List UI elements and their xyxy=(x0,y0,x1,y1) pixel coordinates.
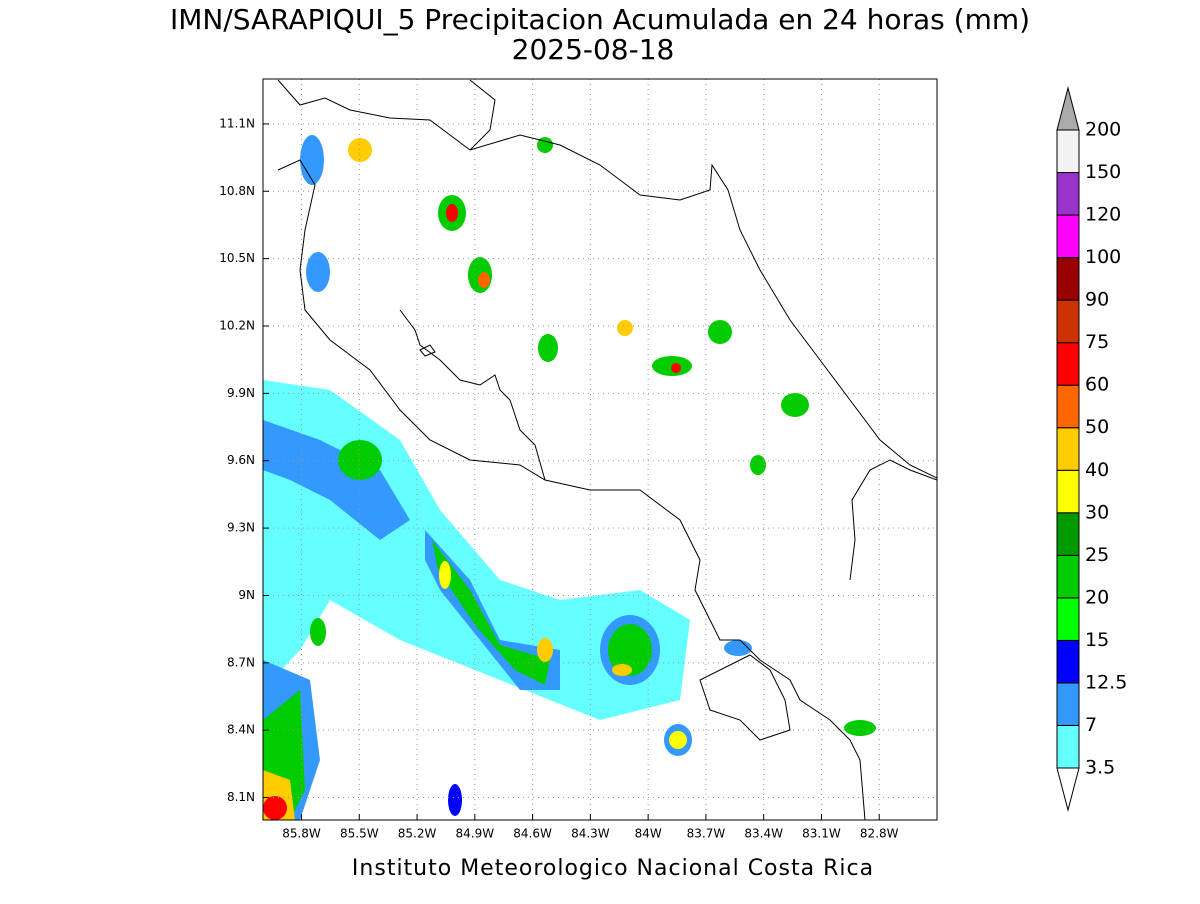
rain-cell xyxy=(338,440,382,480)
colorbar-box xyxy=(1056,257,1080,301)
island xyxy=(419,344,436,357)
colorbar-label: 25 xyxy=(1085,544,1109,566)
colorbar-label: 40 xyxy=(1085,459,1109,481)
colorbar-box xyxy=(1056,427,1080,471)
lon-tick-label: 85.2W xyxy=(398,827,437,841)
lon-tick-label: 84.9W xyxy=(456,827,495,841)
colorbar-label: 150 xyxy=(1085,161,1121,183)
colorbar-box xyxy=(1056,469,1080,514)
colorbar-box xyxy=(1056,724,1080,769)
lon-tick-label: 85.5W xyxy=(340,827,379,841)
rain-cell xyxy=(439,561,451,589)
rain-cell xyxy=(612,664,632,676)
rain-cell xyxy=(537,638,553,662)
colorbar-box xyxy=(1056,597,1080,641)
colorbar-label: 12.5 xyxy=(1085,671,1127,693)
lat-tick-label: 9.6N xyxy=(227,453,255,467)
axis-ticks: 11.1N 10.8N 10.5N 10.2N 9.9N 9.6N 9.3N 9N 8.7N 8.… xyxy=(219,116,898,840)
rain-cell xyxy=(537,137,553,153)
rain-cell xyxy=(724,640,752,656)
colorbar-label: 120 xyxy=(1085,204,1121,226)
coastline xyxy=(277,159,866,820)
lon-tick-label: 83.4W xyxy=(744,827,783,841)
lat-tick-label: 9.9N xyxy=(227,386,255,400)
colorbar-label: 50 xyxy=(1085,416,1109,438)
lat-tick-label: 10.8N xyxy=(219,184,255,198)
rain-cell xyxy=(844,720,876,736)
rain-cell xyxy=(671,363,681,373)
colorbar-box xyxy=(1056,512,1080,556)
coastlines xyxy=(277,79,937,820)
subtitle: 2025-08-18 xyxy=(512,33,675,66)
lon-tick-label: 82.8W xyxy=(860,827,899,841)
lon-tick-label: 83.7W xyxy=(687,827,726,841)
colorbar-label: 30 xyxy=(1085,501,1109,523)
lon-tick-label: 84.6W xyxy=(513,827,552,841)
lat-tick-label: 9N xyxy=(238,588,255,602)
colorbar-box xyxy=(1056,639,1080,684)
lon-tick-label: 85.8W xyxy=(282,827,321,841)
lat-tick-label: 8.4N xyxy=(227,723,255,737)
rain-cell xyxy=(306,252,330,292)
coastline xyxy=(399,309,546,481)
colorbar-box xyxy=(1056,682,1080,726)
rain-cell xyxy=(300,135,324,185)
coastline xyxy=(277,79,937,479)
lat-tick-label: 11.1N xyxy=(219,116,255,130)
rain-cell xyxy=(446,204,458,222)
colorbar-box xyxy=(1056,129,1080,174)
rain-cell xyxy=(478,272,490,288)
lat-tick-label: 9.3N xyxy=(227,521,255,535)
rain-cell xyxy=(708,320,732,344)
lat-tick-label: 8.1N xyxy=(227,790,255,804)
lat-tick-label: 10.2N xyxy=(219,319,255,333)
rain-area xyxy=(432,540,550,685)
lat-tick-label: 10.5N xyxy=(219,251,255,265)
colorbar-label: 20 xyxy=(1085,586,1109,608)
coastline xyxy=(699,654,791,741)
rain-cell xyxy=(310,618,326,646)
grid xyxy=(263,79,937,820)
colorbar-label: 60 xyxy=(1085,374,1109,396)
rain-cell xyxy=(781,393,809,417)
colorbar-label: 100 xyxy=(1085,246,1121,268)
map-frame xyxy=(262,78,938,821)
lon-tick-label: 83.1W xyxy=(802,827,841,841)
colorbar-label: 15 xyxy=(1085,629,1109,651)
lat-tick-label: 8.7N xyxy=(227,655,255,669)
rain-cell xyxy=(669,731,687,749)
rain-area xyxy=(263,420,410,540)
border xyxy=(849,459,937,581)
precipitation xyxy=(263,135,876,820)
rain-cell xyxy=(617,320,633,336)
title: IMN/SARAPIQUI_5 Precipitacion Acumulada … xyxy=(170,3,1030,36)
rain-area xyxy=(425,530,560,690)
colorbar-box xyxy=(1056,554,1080,599)
rain-cell xyxy=(538,334,558,362)
colorbar-box xyxy=(1056,384,1080,429)
colorbar: 3.5 7 12.5 15 20 25 30 40 50 60 75 90 100 120 150 200 xyxy=(1056,86,1127,812)
rain-cell xyxy=(750,455,766,475)
colorbar-box xyxy=(1056,172,1080,216)
colorbar-box xyxy=(1056,299,1080,344)
colorbar-label: 200 xyxy=(1085,119,1121,141)
colorbar-box xyxy=(1056,214,1080,259)
lon-tick-label: 84W xyxy=(635,827,662,841)
footer: Instituto Meteorologico Nacional Costa R… xyxy=(352,856,874,881)
colorbar-label: 75 xyxy=(1085,331,1109,353)
rain-cell xyxy=(263,796,287,820)
rain-cell xyxy=(448,784,462,816)
colorbar-label: 3.5 xyxy=(1085,757,1115,779)
lon-tick-label: 84.3W xyxy=(571,827,610,841)
coastline xyxy=(469,79,496,151)
colorbar-label: 7 xyxy=(1085,714,1097,736)
rain-cell xyxy=(348,138,372,162)
colorbar-label: 90 xyxy=(1085,289,1109,311)
colorbar-box xyxy=(1056,342,1080,386)
